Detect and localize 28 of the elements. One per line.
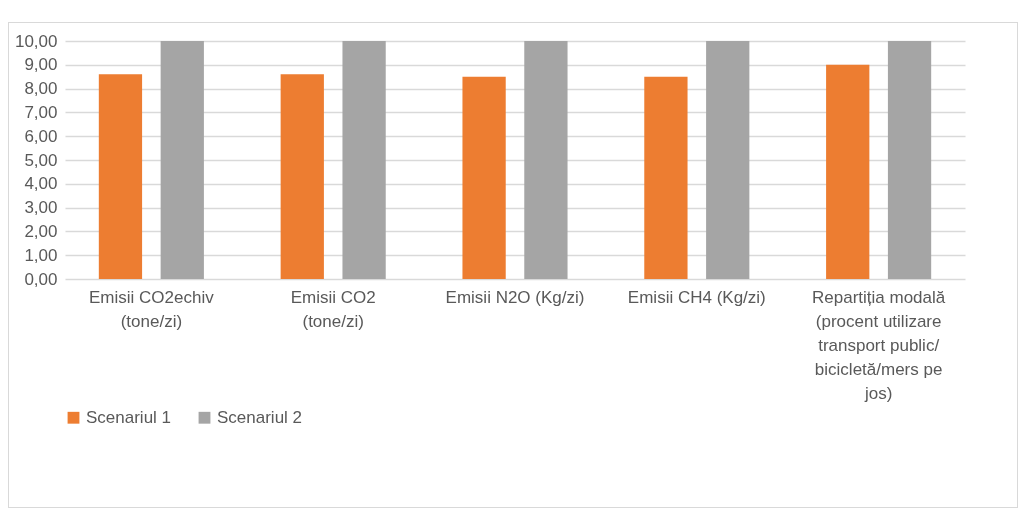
y-tick-label: 10,00 — [14, 31, 58, 51]
y-tick-label: 3,00 — [24, 198, 58, 218]
x-tick-label: Emisii CH4 (Kg/zi) — [627, 287, 766, 307]
bar — [462, 76, 506, 279]
y-tick-label: 4,00 — [24, 174, 58, 194]
y-tick-label: 0,00 — [24, 269, 58, 289]
bar — [524, 41, 568, 279]
y-tick-label: 8,00 — [24, 79, 58, 99]
y-tick-label: 1,00 — [24, 245, 58, 265]
bar — [644, 76, 688, 279]
bar — [342, 41, 386, 279]
x-tick-label: Repartiția modală (procent utilizare transport public/ bicicletă/mers pe jos) — [812, 287, 946, 403]
legend-label: Scenariul 1 — [86, 407, 172, 427]
bar — [280, 74, 324, 279]
y-tick-label: 6,00 — [24, 126, 58, 146]
y-tick-label: 9,00 — [24, 55, 58, 75]
x-tick-label: Emisii CO2echiv (tone/zi) — [89, 287, 215, 331]
legend-label: Scenariul 2 — [217, 407, 303, 427]
bar — [98, 74, 143, 279]
bar — [887, 41, 932, 279]
y-tick-label: 7,00 — [24, 102, 58, 122]
x-tick-label: Emisii N2O (Kg/zi) — [445, 287, 585, 307]
bar — [706, 41, 750, 279]
bar — [160, 41, 204, 279]
y-tick-label: 2,00 — [24, 221, 58, 241]
y-tick-label: 5,00 — [24, 150, 58, 170]
bar — [826, 64, 870, 279]
x-tick-label: Emisii CO2 (tone/zi) — [290, 287, 376, 331]
